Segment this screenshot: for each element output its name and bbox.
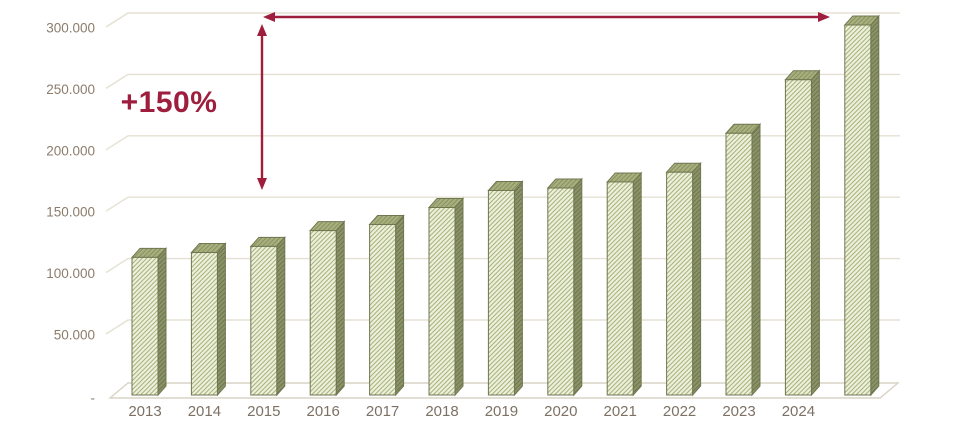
x-axis-tick-label: 2014 (188, 403, 221, 420)
bar-front-face-hatch (844, 24, 872, 396)
bar-front-face-hatch (784, 79, 812, 396)
bar-side-face-hatch (573, 177, 583, 397)
y-axis-tick-label: 300.000 (46, 21, 95, 36)
bar-front-face-hatch (131, 256, 159, 396)
x-axis-tick-label: 2013 (128, 403, 161, 420)
bar-side-face-hatch (395, 214, 405, 397)
x-axis-tick-label: 2021 (604, 403, 637, 420)
bar-front-face-hatch (250, 245, 278, 396)
y-axis-tick-label: 200.000 (46, 143, 95, 158)
bar-side-face-hatch (216, 242, 226, 397)
y-axis-tick-label: 250.000 (46, 82, 95, 97)
bar-2016 (309, 220, 346, 397)
x-axis-tick-label: 2017 (366, 403, 399, 420)
bar-front-face-hatch (547, 187, 575, 396)
bar-2022 (665, 161, 702, 397)
gridline (105, 319, 900, 335)
y-axis-tick-label: 50.000 (54, 328, 95, 343)
bar-front-face-hatch (606, 181, 634, 396)
x-axis-tick-label: 2020 (544, 403, 577, 420)
arrowhead-down (257, 178, 267, 190)
y-axis-tick-label: 150.000 (46, 205, 95, 220)
bar-side-face-hatch (632, 171, 642, 397)
x-axis-tick-label: 2019 (485, 403, 518, 420)
bar-side-face-hatch (751, 122, 761, 397)
bar-front-face-hatch (666, 171, 694, 396)
gridline (105, 196, 900, 212)
bar-2024 (784, 69, 821, 397)
bar-side-face-hatch (335, 220, 345, 397)
x-axis-tick-label: 2018 (425, 403, 458, 420)
bar-side-face-hatch (870, 14, 880, 397)
arrowhead-up (257, 24, 267, 36)
bar-2018 (427, 197, 465, 397)
gridline (105, 257, 900, 274)
bar-front-face-hatch (487, 189, 515, 396)
gridline (105, 135, 900, 151)
y-axis-tick-label: - (91, 391, 96, 406)
floor-plane (108, 382, 900, 399)
bar-side-face-hatch (810, 69, 820, 397)
bar-side-face-hatch (454, 197, 464, 397)
bar-last (843, 14, 880, 397)
bar-2019 (487, 180, 524, 397)
gridline (105, 12, 900, 28)
arrowhead-left (263, 12, 275, 22)
bar-2017 (368, 214, 405, 397)
x-axis-tick-label: 2016 (307, 403, 340, 420)
x-axis-tick-label: 2022 (663, 403, 696, 420)
bar-front-face-hatch (309, 230, 337, 396)
bar-front-face-hatch (190, 252, 218, 396)
bar-front-face-hatch (369, 224, 397, 396)
bar-side-face-hatch (157, 247, 167, 397)
bar-side-face-hatch (276, 236, 286, 397)
x-axis-tick-label: 2023 (722, 403, 755, 420)
bar-side-face-hatch (692, 161, 702, 397)
bar-2020 (546, 177, 583, 397)
bar-2015 (249, 236, 286, 397)
bar-2013 (130, 247, 168, 397)
growth-annotation-label: +150% (120, 86, 218, 119)
y-axis-tick-label: 100.000 (46, 266, 95, 281)
bar-2021 (606, 171, 643, 397)
x-axis-tick-label: 2015 (247, 403, 280, 420)
bar-front-face-hatch (428, 207, 456, 396)
bar-2023 (724, 122, 762, 397)
x-axis-tick-label: 2024 (782, 403, 815, 420)
bar-side-face-hatch (513, 180, 523, 397)
bar-front-face-hatch (725, 132, 753, 396)
bar-2014 (190, 242, 227, 397)
arrowhead-right (818, 12, 830, 22)
gridline (105, 73, 900, 89)
